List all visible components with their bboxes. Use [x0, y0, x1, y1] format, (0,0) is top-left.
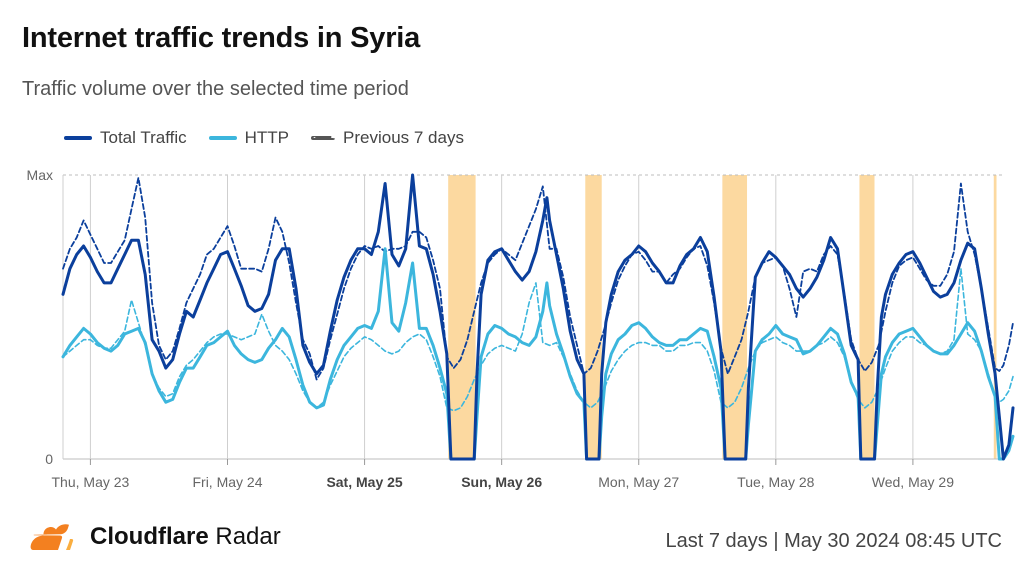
legend-swatch-total [64, 136, 92, 140]
x-tick-label-4: Mon, May 27 [598, 474, 679, 490]
chart-title: Internet traffic trends in Syria [22, 22, 421, 54]
grid-layer [62, 174, 1002, 460]
outage-band-0 [448, 175, 476, 459]
chart-legend: Total Traffic HTTP Previous 7 days [64, 128, 464, 148]
outage-layer [448, 175, 997, 459]
legend-label-http: HTTP [244, 128, 290, 147]
axis-layer: Max 0 Thu, May 23 Fri, May 24 Sat, May 25 Sun… [27, 167, 955, 490]
series-line-previous-7-days [62, 176, 1014, 381]
brand-name: Cloudflare Radar [90, 523, 281, 550]
date-range-label: Last 7 days | May 30 2024 08:45 UTC [665, 530, 1003, 552]
legend-swatch-http [208, 136, 237, 140]
legend-label-previous: Previous 7 days [343, 128, 464, 147]
series-line-http-previous-7-days- [62, 267, 1014, 412]
chart-subtitle: Traffic volume over the selected time pe… [22, 78, 409, 100]
legend-item-total[interactable]: Total Traffic [64, 128, 187, 148]
y-tick-zero: 0 [45, 451, 53, 467]
x-tick-label-6: Wed, May 29 [872, 474, 954, 490]
cloudflare-radar-logo[interactable]: Cloudflare Radar [22, 522, 281, 552]
x-tick-label-3: Sun, May 26 [461, 474, 542, 490]
outage-band-3 [859, 175, 875, 459]
x-tick-label-1: Fri, May 24 [192, 474, 262, 490]
outage-band-1 [585, 175, 602, 459]
y-tick-max: Max [27, 167, 53, 183]
cloudflare-cloud-icon [30, 524, 74, 550]
traffic-chart: Max 0 Thu, May 23 Fri, May 24 Sat, May 25 Sun… [27, 167, 1015, 490]
series-layer [61, 173, 1015, 461]
x-tick-label-2: Sat, May 25 [326, 474, 402, 490]
x-tick-label-5: Tue, May 28 [737, 474, 815, 490]
legend-swatch-previous [311, 136, 336, 140]
legend-item-previous[interactable]: Previous 7 days [311, 128, 464, 148]
outage-band-4 [993, 175, 997, 459]
series-line-total-traffic [61, 173, 1015, 461]
legend-item-http[interactable]: HTTP [208, 128, 290, 148]
legend-label-total: Total Traffic [100, 128, 187, 147]
outage-band-2 [722, 175, 748, 459]
x-tick-label-0: Thu, May 23 [52, 474, 130, 490]
